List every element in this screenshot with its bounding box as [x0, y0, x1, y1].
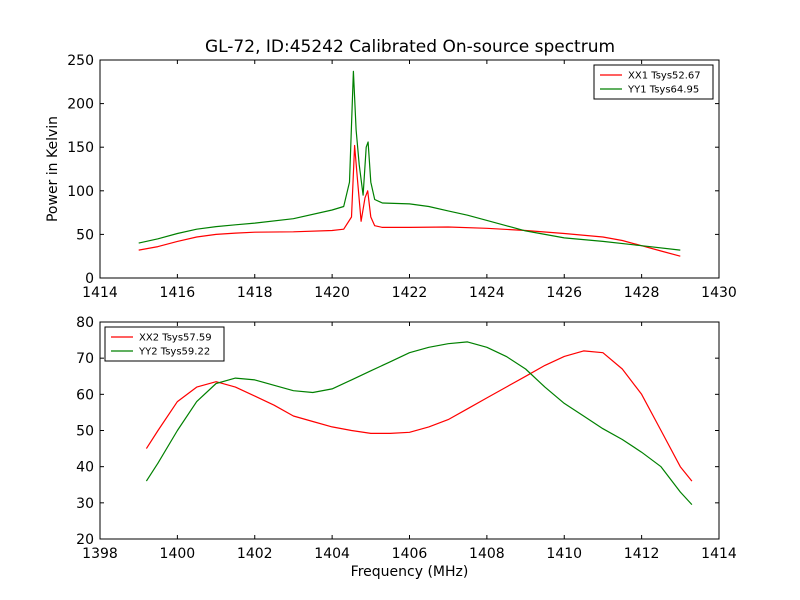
x-tick-label: 1406 [392, 546, 428, 562]
x-tick-label: 1424 [469, 285, 505, 301]
bottom-plot: 1398 1400 1402 1404 1406 1408 1410 1412 1414 20 30… [76, 315, 737, 580]
x-tick-label: 1420 [314, 285, 350, 301]
top-plot: 1414 1416 1418 1420 1422 1424 1426 1428 1430 0 50 1… [45, 53, 737, 301]
x-axis-label: Frequency (MHz) [351, 564, 469, 580]
legend-label: XX2 Tsys57.59 [139, 333, 212, 344]
x-tick-label: 1404 [314, 546, 350, 562]
y-tick-label: 0 [85, 271, 94, 287]
y-tick-label: 150 [67, 140, 94, 156]
y-tick-label: 200 [67, 97, 94, 113]
x-tick-label: 1422 [392, 285, 428, 301]
y-tick-label: 60 [76, 387, 94, 403]
y-tick-label: 30 [76, 496, 94, 512]
x-tick-label: 1426 [546, 285, 582, 301]
legend: XX2 Tsys57.59 YY2 Tsys59.22 [104, 326, 225, 362]
x-tick-label: 1400 [160, 546, 196, 562]
y-tick-label: 100 [67, 184, 94, 200]
y-tick-label: 80 [76, 315, 94, 331]
y-tick-label: 20 [76, 532, 94, 548]
x-tick-label: 1414 [82, 285, 118, 301]
x-tick-label: 1414 [701, 546, 737, 562]
legend: XX1 Tsys52.67 YY1 Tsys64.95 [593, 64, 714, 100]
x-tick-label: 1410 [546, 546, 582, 562]
series-line-2-2 [145, 341, 693, 506]
legend-label: XX1 Tsys52.67 [628, 71, 701, 82]
legend-label: YY1 Tsys64.95 [627, 85, 699, 96]
x-tick-label: 1430 [701, 285, 737, 301]
y-tick-label: 250 [67, 53, 94, 69]
x-tick-label: 1416 [160, 285, 196, 301]
x-tick-label: 1412 [624, 546, 660, 562]
x-tick-label: 1398 [82, 546, 118, 562]
y-tick-label: 40 [76, 460, 94, 476]
legend-box [104, 326, 225, 362]
series-line-2-1 [145, 350, 693, 482]
x-tick-label: 1418 [237, 285, 273, 301]
series-line-1-2 [138, 70, 681, 251]
legend-box [593, 64, 714, 100]
x-tick-label: 1428 [624, 285, 660, 301]
legend-label: YY2 Tsys59.22 [138, 347, 210, 358]
y-tick-label: 50 [76, 227, 94, 243]
figure-title: GL-72, ID:45242 Calibrated On-source spe… [205, 37, 615, 57]
series-line-1-1 [138, 144, 681, 257]
y-tick-label: 50 [76, 424, 94, 440]
y-axis-label: Power in Kelvin [45, 116, 61, 222]
x-tick-label: 1402 [237, 546, 273, 562]
x-tick-label: 1408 [469, 546, 505, 562]
y-tick-label: 70 [76, 351, 94, 367]
